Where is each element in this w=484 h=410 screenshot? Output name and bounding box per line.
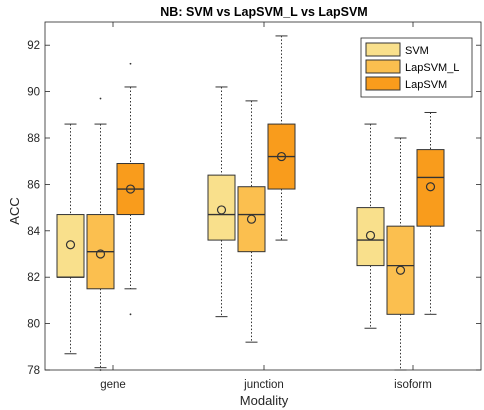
mean-marker	[425, 182, 436, 192]
mean-marker	[395, 265, 406, 275]
box	[237, 186, 266, 253]
outlier-point	[99, 369, 102, 371]
y-tick-label: 78	[27, 365, 40, 377]
box	[386, 225, 415, 315]
mean-marker	[125, 184, 136, 194]
x-tick-label: junction	[243, 379, 284, 391]
x-tick-label: isoform	[394, 379, 432, 391]
box	[356, 207, 385, 267]
plot-area: 78 80 82 84 86 88 90 92 gene junction isoform SVM La…	[27, 21, 482, 391]
y-tick-label: 86	[27, 179, 40, 191]
legend-swatch	[365, 59, 401, 74]
outlier-point	[99, 97, 102, 100]
legend-swatch	[365, 42, 401, 57]
mean-marker	[95, 249, 106, 259]
mean-marker	[65, 240, 76, 250]
box	[416, 149, 445, 227]
y-tick-label: 80	[27, 319, 40, 331]
box	[207, 174, 236, 241]
y-tick-label: 88	[27, 133, 40, 145]
chart-title: NB: SVM vs LapSVM_L vs LapSVM	[160, 5, 367, 19]
mean-marker	[216, 205, 227, 215]
y-axis-title: ACC	[7, 197, 22, 224]
y-tick-label: 82	[27, 272, 40, 284]
x-axis-title: Modality	[240, 393, 289, 408]
legend-label: LapSVM	[405, 79, 447, 91]
y-tick-label: 92	[27, 40, 40, 52]
legend-label: LapSVM_L	[405, 62, 459, 74]
legend-label: SVM	[405, 45, 429, 57]
x-tick-label: gene	[100, 379, 126, 391]
mean-marker	[246, 214, 257, 224]
outlier-point	[129, 62, 132, 65]
y-tick-label: 90	[27, 87, 40, 99]
legend-swatch	[365, 76, 401, 91]
outlier-point	[129, 313, 132, 316]
y-tick-label: 84	[27, 226, 40, 238]
box	[56, 214, 85, 278]
mean-marker	[365, 230, 376, 241]
mean-marker	[276, 151, 287, 162]
